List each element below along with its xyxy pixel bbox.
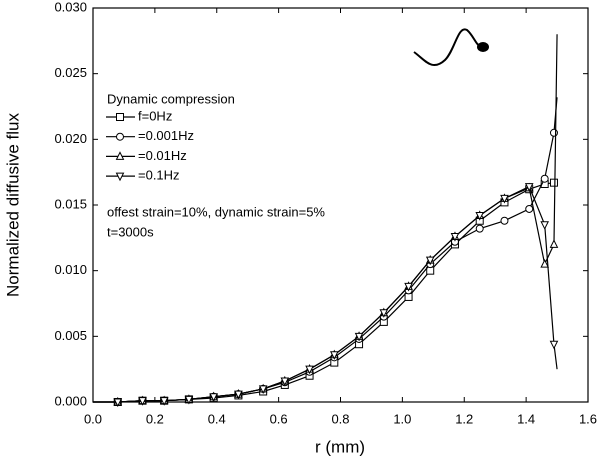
marker — [379, 309, 389, 318]
y-tick-label: 0.000 — [54, 393, 87, 408]
x-tick-label: 0.2 — [146, 411, 164, 426]
marker — [404, 292, 413, 301]
legend-marker — [116, 113, 124, 121]
annotation: offest strain=10%, dynamic strain=5% — [107, 204, 325, 219]
marker — [475, 224, 484, 233]
sketch — [413, 28, 483, 66]
marker — [475, 212, 485, 221]
marker — [404, 282, 413, 292]
marker — [159, 397, 169, 406]
legend-label: f=0Hz — [138, 108, 172, 123]
marker — [184, 395, 194, 405]
x-tick-label: 1.6 — [579, 411, 597, 426]
marker — [450, 233, 460, 242]
marker — [354, 332, 364, 342]
marker — [525, 204, 534, 213]
x-tick-label: 1.0 — [393, 411, 411, 426]
marker — [209, 393, 218, 402]
x-tick-label: 0.4 — [208, 411, 226, 426]
x-tick-label: 0.8 — [331, 411, 349, 426]
marker — [549, 340, 559, 350]
y-tick-label: 0.020 — [54, 131, 87, 146]
marker — [540, 174, 549, 183]
legend-marker — [115, 151, 125, 160]
marker — [113, 398, 123, 408]
y-tick-label: 0.010 — [54, 262, 87, 277]
annotation: t=3000s — [107, 224, 154, 239]
marker — [280, 377, 290, 387]
marker — [330, 351, 339, 360]
marker — [258, 385, 268, 394]
series-line — [93, 185, 558, 403]
x-tick-label: 0.6 — [270, 411, 288, 426]
y-tick-label: 0.005 — [54, 328, 87, 343]
marker — [540, 258, 549, 268]
y-tick-label: 0.030 — [54, 0, 87, 14]
marker — [500, 216, 509, 225]
marker — [549, 178, 558, 187]
marker — [540, 221, 549, 230]
marker — [138, 397, 147, 406]
legend-label: =0.1Hz — [138, 168, 180, 183]
x-tick-label: 0.0 — [84, 411, 102, 426]
legend-title: Dynamic compression — [107, 91, 235, 106]
legend-marker — [116, 132, 124, 141]
y-axis-title: Normalized diffusive flux — [3, 113, 22, 297]
marker — [549, 239, 559, 248]
y-tick-label: 0.025 — [54, 65, 87, 80]
marker — [305, 365, 314, 375]
marker — [500, 194, 509, 204]
x-tick-label: 1.4 — [517, 411, 535, 426]
y-tick-label: 0.015 — [54, 196, 87, 211]
marker — [549, 128, 558, 137]
x-tick-label: 1.2 — [455, 411, 473, 426]
legend-label: =0.001Hz — [138, 128, 194, 143]
marker — [524, 183, 534, 192]
marker — [425, 256, 435, 266]
marker — [234, 390, 243, 400]
marker — [426, 266, 435, 275]
sketch-dot — [477, 42, 489, 52]
legend-marker — [115, 172, 125, 182]
x-axis-title: r (mm) — [315, 437, 365, 456]
legend-label: =0.01Hz — [138, 148, 187, 163]
